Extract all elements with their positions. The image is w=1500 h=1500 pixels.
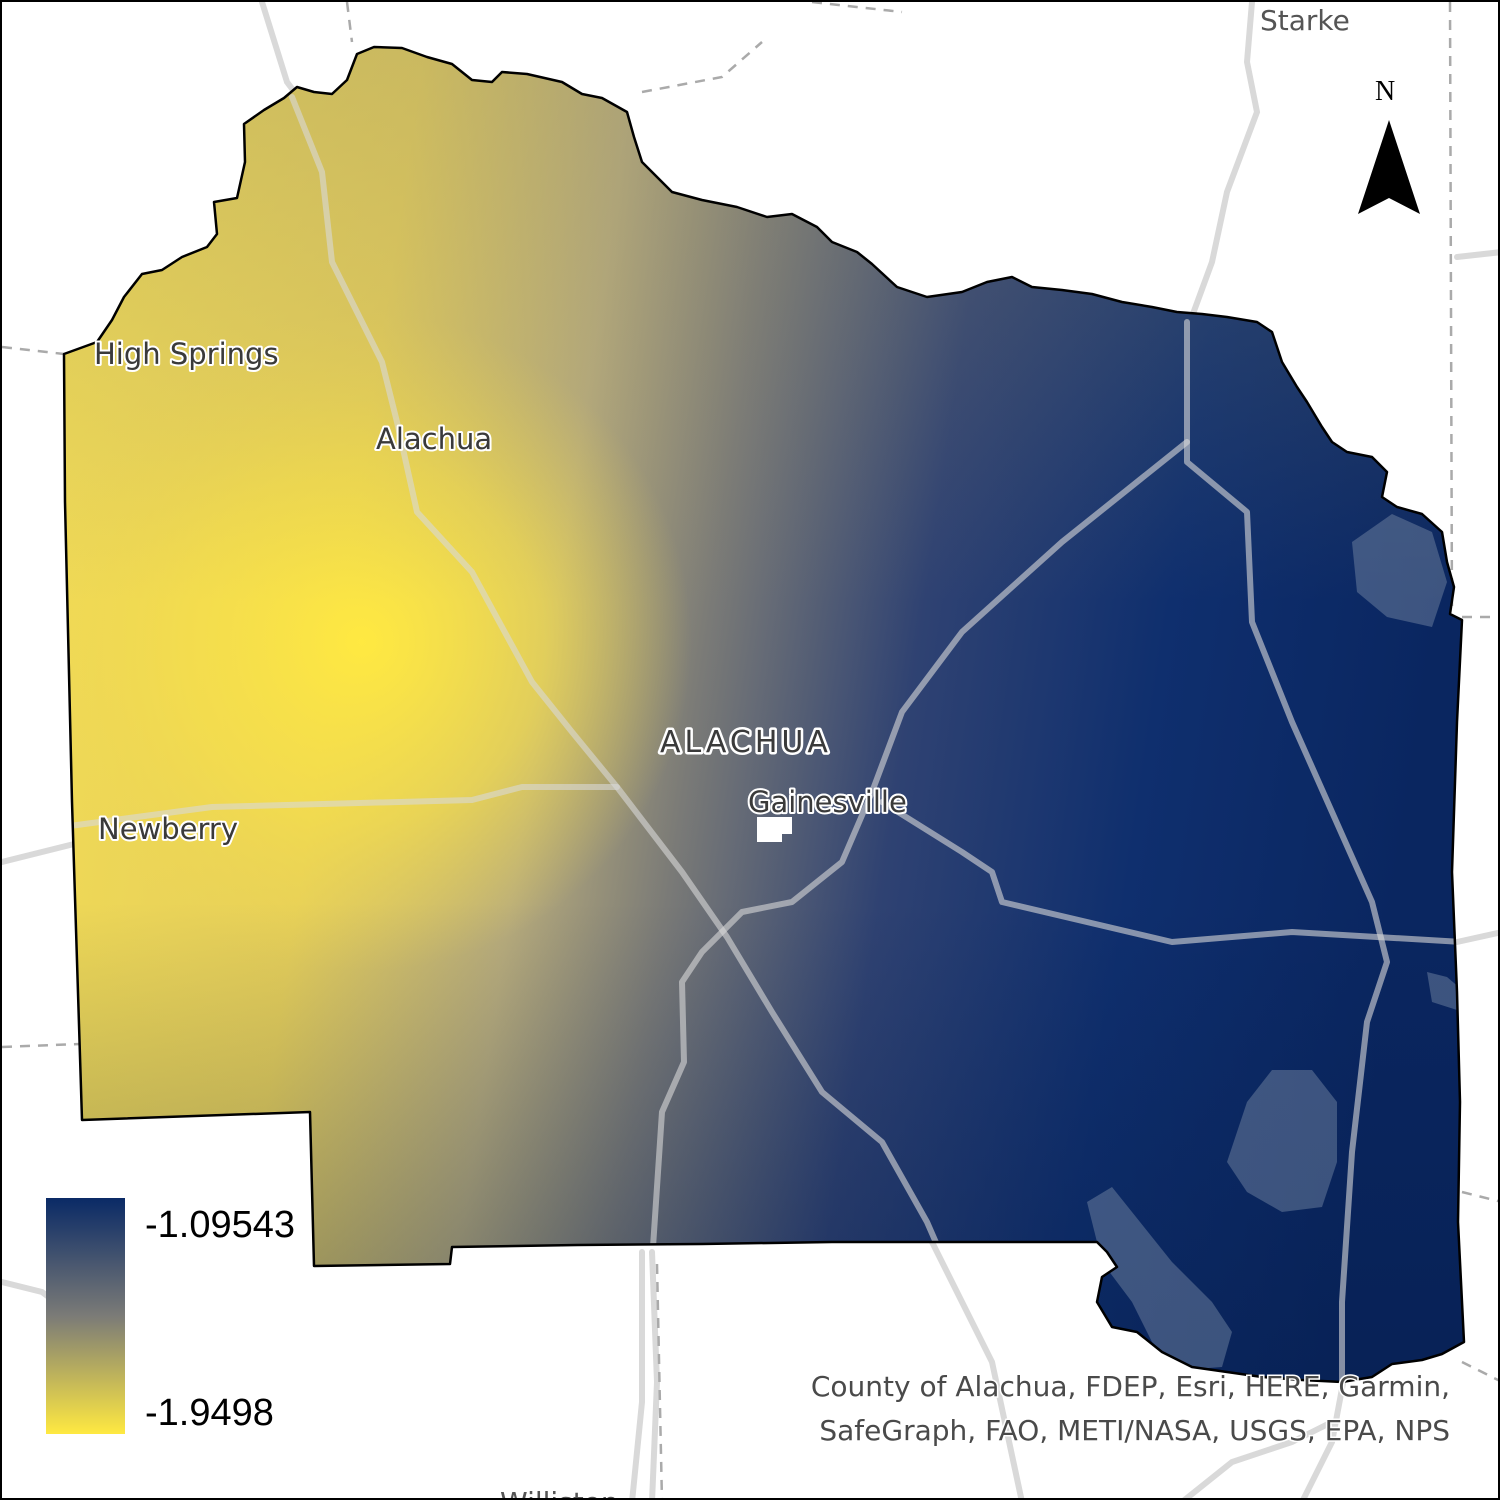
place-label-high-springs: High Springs (94, 337, 279, 371)
place-label-alachua-city: Alachua (376, 422, 492, 456)
place-label-newberry: Newberry (98, 812, 238, 846)
gainesville-urban-area (757, 817, 792, 842)
place-label-starke: Starke (1260, 4, 1350, 37)
legend-max-label: -1.09543 (145, 1204, 295, 1246)
place-label-williston: Williston (500, 1486, 619, 1500)
north-arrow: N (1358, 76, 1420, 214)
county-label: ALACHUA (660, 725, 832, 760)
attribution: County of Alachua, FDEP, Esri, HERE, Gar… (809, 1369, 1451, 1449)
legend-min-label: -1.9498 (145, 1392, 274, 1434)
legend-color-ramp (46, 1198, 125, 1434)
attribution-line-1: County of Alachua, FDEP, Esri, HERE, Gar… (811, 1370, 1450, 1403)
attribution-line-2: SafeGraph, FAO, METI/NASA, USGS, EPA, NP… (819, 1414, 1450, 1447)
north-arrow-icon (1358, 120, 1420, 214)
lakes (1087, 514, 1464, 1370)
north-arrow-letter: N (1375, 76, 1395, 107)
place-label-gainesville: Gainesville (748, 785, 907, 819)
legend: -1.09543 -1.9498 (46, 1198, 295, 1434)
roads-inside (64, 94, 1464, 1382)
